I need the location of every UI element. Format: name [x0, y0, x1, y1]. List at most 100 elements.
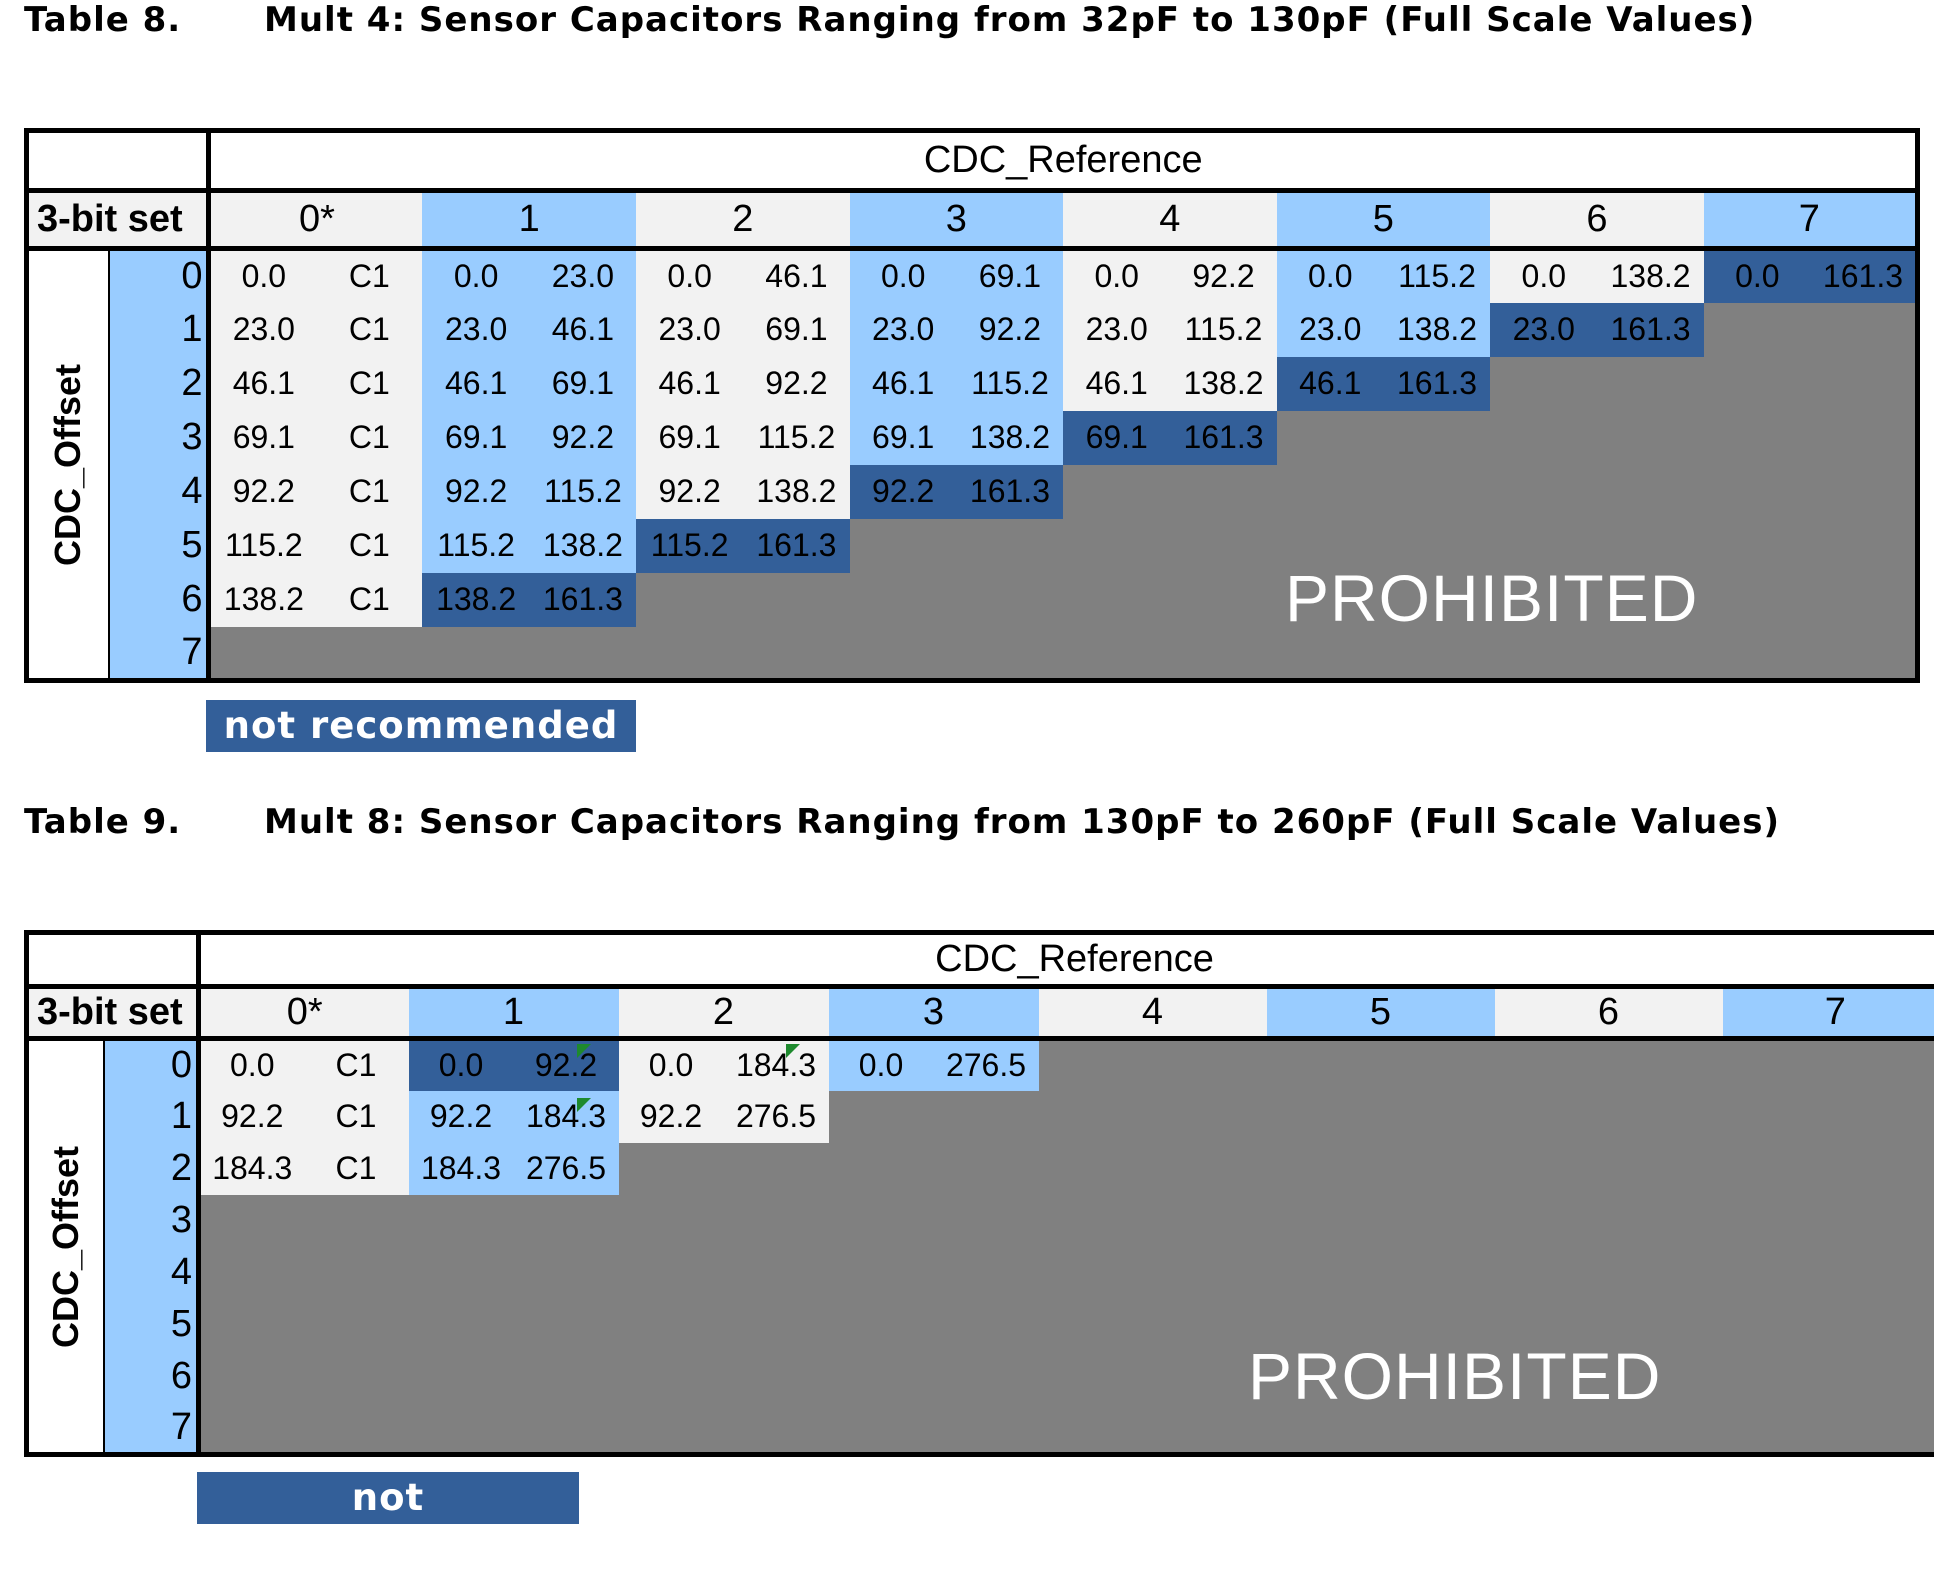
value-cell: 92.2 [514, 1039, 619, 1091]
value-cell: 69.1 [530, 357, 636, 411]
value-cell: 0.0 [1063, 249, 1170, 303]
value-cell: 0.0 [422, 249, 529, 303]
value-cell: 115.2 [957, 357, 1063, 411]
col-header-0: 0* [199, 987, 409, 1039]
value-cell: 46.1 [636, 357, 743, 411]
table8-number: Table 8. [24, 0, 181, 40]
row-index: 6 [104, 1351, 199, 1403]
col-header-3: 3 [829, 987, 1039, 1039]
table9-prohibited-label: PROHIBITED [1248, 1338, 1661, 1414]
prohibited-area [636, 573, 1917, 627]
value-cell: C1 [316, 411, 422, 465]
value-cell: 0.0 [1277, 249, 1384, 303]
col-header-1: 1 [409, 987, 619, 1039]
value-cell: 138.2 [209, 573, 316, 627]
value-cell: 161.3 [743, 519, 849, 573]
value-cell: 0.0 [850, 249, 957, 303]
prohibited-area [1277, 411, 1918, 465]
value-cell: 92.2 [1170, 249, 1276, 303]
cdc-offset-label: CDC_Offset [27, 1039, 104, 1455]
value-cell: 161.3 [1811, 249, 1918, 303]
value-cell: 23.0 [1063, 303, 1170, 357]
value-cell: C1 [316, 249, 422, 303]
bitset-label: 3-bit set [27, 191, 209, 249]
prohibited-area [1063, 465, 1917, 519]
prohibited-area [199, 1299, 1934, 1351]
value-cell: 46.1 [209, 357, 316, 411]
value-cell: 161.3 [1170, 411, 1276, 465]
table8-title: Mult 4: Sensor Capacitors Ranging from 3… [264, 0, 1755, 40]
value-cell: 161.3 [530, 573, 636, 627]
col-header-1: 1 [422, 191, 636, 249]
prohibited-area [1490, 357, 1917, 411]
value-cell: 0.0 [1490, 249, 1597, 303]
value-cell: 23.0 [1490, 303, 1597, 357]
row-index: 3 [109, 411, 209, 465]
cdc-offset-text: CDC_Offset [45, 1145, 87, 1347]
value-cell: 115.2 [636, 519, 743, 573]
cdc-offset-text: CDC_Offset [47, 363, 89, 565]
table-row: 4 [27, 1247, 1934, 1299]
value-cell: 23.0 [422, 303, 529, 357]
table8-not-recommended-label: not recommended [206, 700, 636, 752]
value-cell: 69.1 [957, 249, 1063, 303]
value-cell: C1 [316, 357, 422, 411]
value-cell: 115.2 [422, 519, 529, 573]
value-cell: 23.0 [636, 303, 743, 357]
table9-not-recommended-label: not recommended [197, 1472, 579, 1524]
value-cell: 69.1 [1063, 411, 1170, 465]
table9-number: Table 9. [24, 802, 181, 842]
value-cell: 115.2 [1170, 303, 1276, 357]
comment-marker-icon [577, 1098, 591, 1112]
value-cell: 276.5 [514, 1143, 619, 1195]
table9-caption: Table 9. Mult 8: Sensor Capacitors Rangi… [24, 802, 181, 842]
value-cell: 184.3 [724, 1039, 829, 1091]
value-cell: 23.0 [209, 303, 316, 357]
prohibited-area [199, 1351, 1934, 1403]
col-header-4: 4 [1039, 987, 1267, 1039]
row-index: 6 [109, 573, 209, 627]
value-cell: 161.3 [1597, 303, 1703, 357]
col-header-7: 7 [1704, 191, 1918, 249]
row-index: 0 [109, 249, 209, 303]
value-cell: 46.1 [1063, 357, 1170, 411]
prohibited-area [199, 1403, 1934, 1455]
col-header-5: 5 [1277, 191, 1491, 249]
value-cell: 138.2 [530, 519, 636, 573]
value-cell: 92.2 [957, 303, 1063, 357]
value-cell: 138.2 [1597, 249, 1703, 303]
row-index: 4 [104, 1247, 199, 1299]
row-index: 0 [104, 1039, 199, 1091]
table8-prohibited-label: PROHIBITED [1285, 560, 1698, 636]
col-header-5: 5 [1267, 987, 1495, 1039]
value-cell: 138.2 [422, 573, 529, 627]
value-cell: 138.2 [743, 465, 849, 519]
value-cell: 138.2 [957, 411, 1063, 465]
cdc-reference-header: CDC_Reference [209, 131, 1918, 191]
value-cell: C1 [316, 519, 422, 573]
value-cell: 92.2 [850, 465, 957, 519]
value-cell: C1 [304, 1091, 409, 1143]
cdc-reference-header: CDC_Reference [199, 933, 1934, 987]
value-cell: 184.3 [514, 1091, 619, 1143]
prohibited-area [829, 1091, 1934, 1143]
prohibited-area [619, 1143, 1934, 1195]
comment-marker-icon [786, 1044, 800, 1058]
value-cell: 0.0 [409, 1039, 514, 1091]
value-cell: 46.1 [1277, 357, 1384, 411]
corner-cell [27, 933, 199, 987]
value-cell: 69.1 [743, 303, 849, 357]
row-index: 2 [109, 357, 209, 411]
value-cell: 138.2 [1170, 357, 1276, 411]
value-cell: 69.1 [422, 411, 529, 465]
value-cell: C1 [304, 1039, 409, 1091]
value-cell: C1 [316, 465, 422, 519]
value-cell: 69.1 [850, 411, 957, 465]
value-cell: 46.1 [743, 249, 849, 303]
value-cell: 0.0 [199, 1039, 304, 1091]
col-header-4: 4 [1063, 191, 1277, 249]
value-cell: 161.3 [957, 465, 1063, 519]
